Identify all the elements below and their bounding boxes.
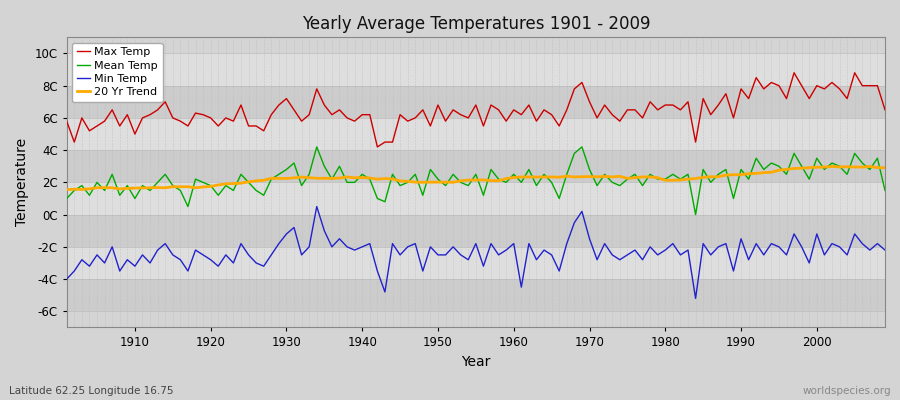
Mean Temp bbox=[289, 161, 300, 166]
Min Temp bbox=[342, 244, 353, 249]
20 Yr Trend bbox=[879, 165, 890, 170]
Bar bbox=[67, 247, 885, 279]
Min Temp bbox=[690, 296, 701, 301]
Y-axis label: Temperature: Temperature bbox=[15, 138, 29, 226]
Line: Mean Temp: Mean Temp bbox=[67, 147, 885, 215]
20 Yr Trend bbox=[122, 186, 132, 191]
Mean Temp bbox=[607, 180, 617, 185]
20 Yr Trend bbox=[61, 187, 72, 192]
Bar bbox=[67, 215, 885, 247]
Bar bbox=[67, 118, 885, 150]
Max Temp bbox=[508, 108, 519, 112]
20 Yr Trend bbox=[599, 174, 610, 179]
Min Temp bbox=[508, 241, 519, 246]
20 Yr Trend bbox=[508, 175, 519, 180]
Bar bbox=[67, 279, 885, 311]
Bar bbox=[67, 54, 885, 86]
Text: Latitude 62.25 Longitude 16.75: Latitude 62.25 Longitude 16.75 bbox=[9, 386, 174, 396]
Line: Max Temp: Max Temp bbox=[67, 73, 885, 147]
Min Temp bbox=[61, 277, 72, 282]
Title: Yearly Average Temperatures 1901 - 2009: Yearly Average Temperatures 1901 - 2009 bbox=[302, 15, 650, 33]
X-axis label: Year: Year bbox=[461, 355, 491, 369]
Mean Temp bbox=[122, 183, 132, 188]
Mean Temp bbox=[879, 188, 890, 193]
Max Temp bbox=[879, 108, 890, 112]
Min Temp bbox=[122, 257, 132, 262]
Mean Temp bbox=[61, 196, 72, 201]
Line: Min Temp: Min Temp bbox=[67, 206, 885, 298]
Bar bbox=[67, 86, 885, 118]
Max Temp bbox=[788, 70, 799, 75]
Max Temp bbox=[607, 112, 617, 117]
Mean Temp bbox=[342, 180, 353, 185]
Max Temp bbox=[61, 119, 72, 124]
Legend: Max Temp, Mean Temp, Min Temp, 20 Yr Trend: Max Temp, Mean Temp, Min Temp, 20 Yr Tre… bbox=[72, 43, 163, 102]
Max Temp bbox=[122, 112, 132, 117]
Min Temp bbox=[607, 252, 617, 257]
20 Yr Trend bbox=[334, 176, 345, 180]
Text: worldspecies.org: worldspecies.org bbox=[803, 386, 891, 396]
Mean Temp bbox=[516, 180, 526, 185]
Min Temp bbox=[311, 204, 322, 209]
Min Temp bbox=[879, 248, 890, 252]
Max Temp bbox=[372, 144, 382, 149]
Mean Temp bbox=[508, 172, 519, 177]
Mean Temp bbox=[690, 212, 701, 217]
Bar bbox=[67, 182, 885, 215]
Max Temp bbox=[289, 108, 300, 112]
20 Yr Trend bbox=[289, 176, 300, 180]
Min Temp bbox=[516, 285, 526, 290]
Bar bbox=[67, 150, 885, 182]
Max Temp bbox=[516, 112, 526, 117]
Line: 20 Yr Trend: 20 Yr Trend bbox=[67, 166, 885, 190]
Mean Temp bbox=[311, 144, 322, 149]
Min Temp bbox=[289, 225, 300, 230]
20 Yr Trend bbox=[500, 176, 511, 181]
20 Yr Trend bbox=[826, 164, 837, 169]
Max Temp bbox=[334, 108, 345, 112]
